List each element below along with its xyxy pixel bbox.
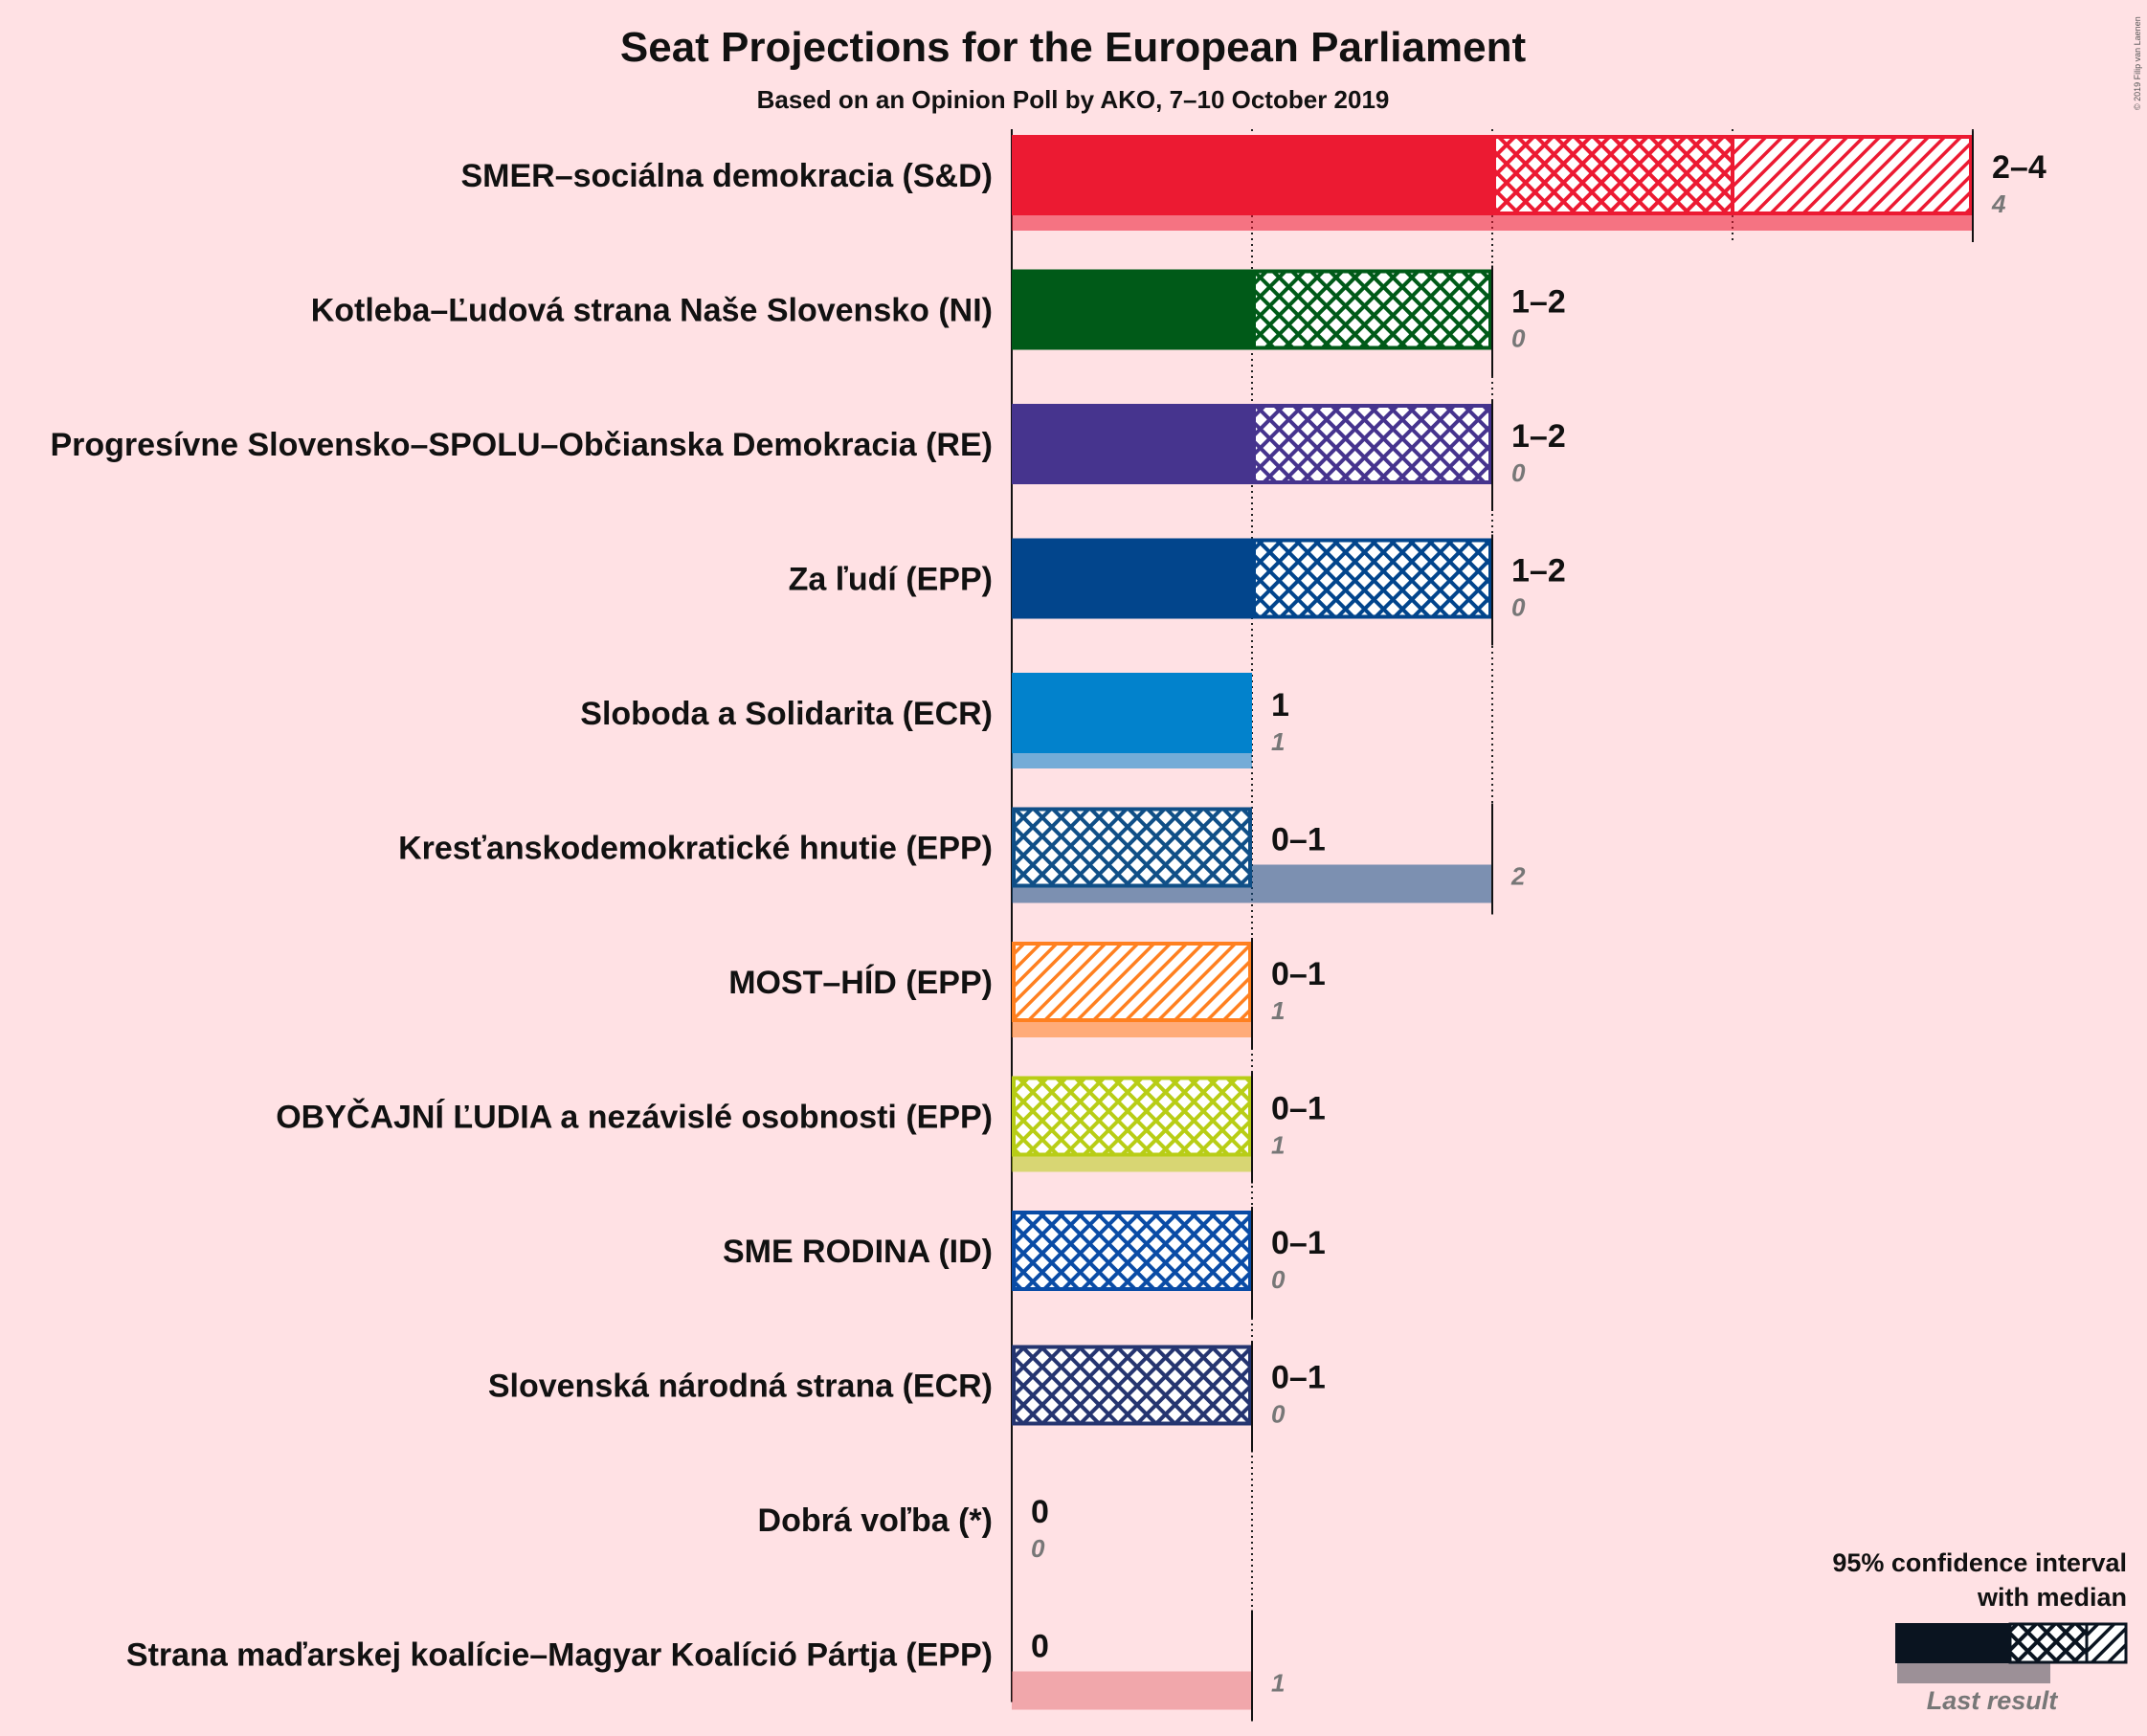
range-label: 0: [1031, 1629, 1049, 1665]
party-label: Sloboda a Solidarita (ECR): [580, 696, 993, 732]
party-label: MOST–HÍD (EPP): [728, 965, 993, 1001]
solid-bar: [1012, 404, 1252, 484]
solid-bar: [1012, 269, 1252, 350]
chart-subtitle: Based on an Opinion Poll by AKO, 7–10 Oc…: [757, 85, 1390, 114]
party-label: Kotleba–Ľudová strana Naše Slovensko (NI…: [311, 293, 993, 329]
crosshatch-bar: [1012, 1211, 1252, 1291]
ci-outline: [1012, 1076, 1252, 1157]
party-label: Slovenská národná strana (ECR): [488, 1369, 993, 1405]
solid-bar: [1012, 538, 1252, 619]
chart-title: Seat Projections for the European Parlia…: [620, 24, 1527, 71]
party-row: SMER–sociálna demokracia (S&D) 2–4 4: [460, 131, 2046, 242]
party-label: SME RODINA (ID): [723, 1234, 993, 1270]
party-row: Slovenská národná strana (ECR) 0–1 0: [488, 1341, 1326, 1453]
crosshatch-bar: [1012, 1076, 1252, 1157]
party-bars: SMER–sociálna demokracia (S&D) 2–4 4 Kotleb…: [50, 131, 2046, 1722]
range-label: 0–1: [1271, 956, 1326, 992]
party-label: OBYČAJNÍ ĽUDIA a nezávislé osobnosti (EP…: [276, 1099, 993, 1136]
legend-title-line2: with median: [1977, 1583, 2127, 1612]
last-result-label: 0: [1511, 324, 1526, 353]
party-label: Za ľudí (EPP): [789, 562, 993, 598]
party-label: Strana maďarskej koalície–Magyar Koalíci…: [126, 1637, 993, 1674]
crosshatch-bar: [1252, 404, 1492, 484]
last-result-label: 1: [1271, 1669, 1285, 1698]
party-row: Za ľudí (EPP) 1–2 0: [789, 534, 1566, 646]
crosshatch-bar: [1012, 1345, 1252, 1426]
last-result-label: 0: [1511, 458, 1526, 487]
range-label: 0: [1031, 1494, 1049, 1530]
party-row: Sloboda a Solidarita (ECR) 1 1: [580, 673, 1289, 768]
last-result-label: 0: [1031, 1534, 1045, 1563]
party-row: OBYČAJNÍ ĽUDIA a nezávislé osobnosti (EP…: [276, 1072, 1326, 1184]
party-label: Progresívne Slovensko–SPOLU–Občianska De…: [50, 427, 993, 463]
ci-outline: [1012, 942, 1252, 1022]
range-label: 1–2: [1511, 284, 1566, 321]
last-result-label: 0: [1271, 1400, 1286, 1429]
legend-crosshatch: [2010, 1623, 2087, 1663]
legend-outline: [2008, 1622, 2128, 1664]
last-result-label: 1: [1271, 727, 1285, 756]
party-row: Kotleba–Ľudová strana Naše Slovensko (NI…: [311, 265, 1566, 377]
solid-bar: [1012, 135, 1492, 215]
party-label: Kresťanskodemokratické hnutie (EPP): [398, 831, 993, 867]
legend-hatch: [2087, 1623, 2127, 1663]
range-label: 0–1: [1271, 1091, 1326, 1127]
ci-outline: [1252, 404, 1492, 484]
ci-outline: [1252, 538, 1492, 619]
crosshatch-bar: [1252, 269, 1492, 350]
party-label: SMER–sociálna demokracia (S&D): [460, 158, 993, 194]
range-label: 1: [1271, 687, 1289, 723]
legend: 95% confidence interval with median Last r…: [1832, 1548, 2128, 1715]
range-label: 0–1: [1271, 1360, 1326, 1396]
legend-last-result-label: Last result: [1927, 1686, 2059, 1715]
crosshatch-bar: [1252, 538, 1492, 619]
range-label: 0–1: [1271, 822, 1326, 858]
legend-solid: [1895, 1623, 2010, 1663]
last-result-label: 0: [1271, 1265, 1286, 1294]
last-result-label: 4: [1991, 189, 2006, 218]
solid-bar: [1012, 673, 1252, 753]
hatch-bar: [1733, 135, 1973, 215]
party-row: SME RODINA (ID) 0–1 0: [723, 1207, 1326, 1318]
party-row: Dobrá voľba (*) 0 0: [758, 1494, 1049, 1563]
party-row: MOST–HÍD (EPP) 0–1 1: [728, 938, 1326, 1049]
hatch-bar: [1012, 942, 1252, 1022]
range-label: 0–1: [1271, 1225, 1326, 1261]
crosshatch-bar: [1012, 807, 1252, 888]
ci-outline: [1012, 1345, 1252, 1426]
crosshatch-bar: [1492, 135, 1733, 215]
last-result-label: 0: [1511, 593, 1526, 622]
party-label: Dobrá voľba (*): [758, 1502, 993, 1539]
last-result-label: 1: [1271, 1131, 1285, 1160]
legend-title-line1: 95% confidence interval: [1832, 1548, 2127, 1577]
ci-outline: [1012, 1211, 1252, 1291]
ci-outline: [1012, 807, 1252, 888]
party-row: Kresťanskodemokratické hnutie (EPP) 0–1 2: [398, 803, 1526, 915]
range-label: 2–4: [1992, 149, 2046, 186]
ci-outline: [1252, 269, 1492, 350]
party-row: Strana maďarskej koalície–Magyar Koalíci…: [126, 1610, 1285, 1722]
range-label: 1–2: [1511, 418, 1566, 455]
last-result-bar: [1012, 1671, 1252, 1710]
party-row: Progresívne Slovensko–SPOLU–Občianska De…: [50, 400, 1566, 511]
last-result-label: 1: [1271, 996, 1285, 1025]
copyright-note: © 2019 Filip van Laenen: [2133, 16, 2142, 110]
range-label: 1–2: [1511, 553, 1566, 590]
last-result-label: 2: [1510, 862, 1526, 891]
